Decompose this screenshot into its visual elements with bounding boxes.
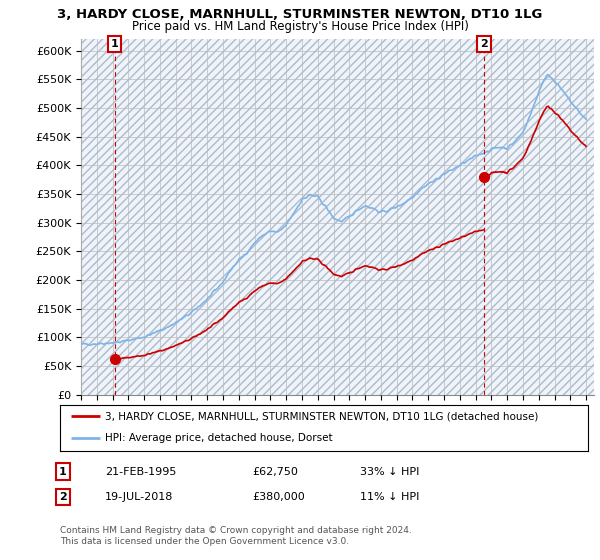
Text: 1: 1 [59, 466, 67, 477]
Text: £380,000: £380,000 [252, 492, 305, 502]
Text: HPI: Average price, detached house, Dorset: HPI: Average price, detached house, Dors… [105, 433, 332, 444]
Text: 3, HARDY CLOSE, MARNHULL, STURMINSTER NEWTON, DT10 1LG: 3, HARDY CLOSE, MARNHULL, STURMINSTER NE… [58, 8, 542, 21]
Text: 19-JUL-2018: 19-JUL-2018 [105, 492, 173, 502]
Text: 3, HARDY CLOSE, MARNHULL, STURMINSTER NEWTON, DT10 1LG (detached house): 3, HARDY CLOSE, MARNHULL, STURMINSTER NE… [105, 412, 538, 421]
Text: £62,750: £62,750 [252, 466, 298, 477]
Text: Contains HM Land Registry data © Crown copyright and database right 2024.
This d: Contains HM Land Registry data © Crown c… [60, 526, 412, 546]
Text: 2: 2 [480, 39, 488, 49]
Text: 21-FEB-1995: 21-FEB-1995 [105, 466, 176, 477]
Text: 11% ↓ HPI: 11% ↓ HPI [360, 492, 419, 502]
Text: 1: 1 [111, 39, 118, 49]
Text: 2: 2 [59, 492, 67, 502]
Text: 33% ↓ HPI: 33% ↓ HPI [360, 466, 419, 477]
Text: Price paid vs. HM Land Registry's House Price Index (HPI): Price paid vs. HM Land Registry's House … [131, 20, 469, 32]
